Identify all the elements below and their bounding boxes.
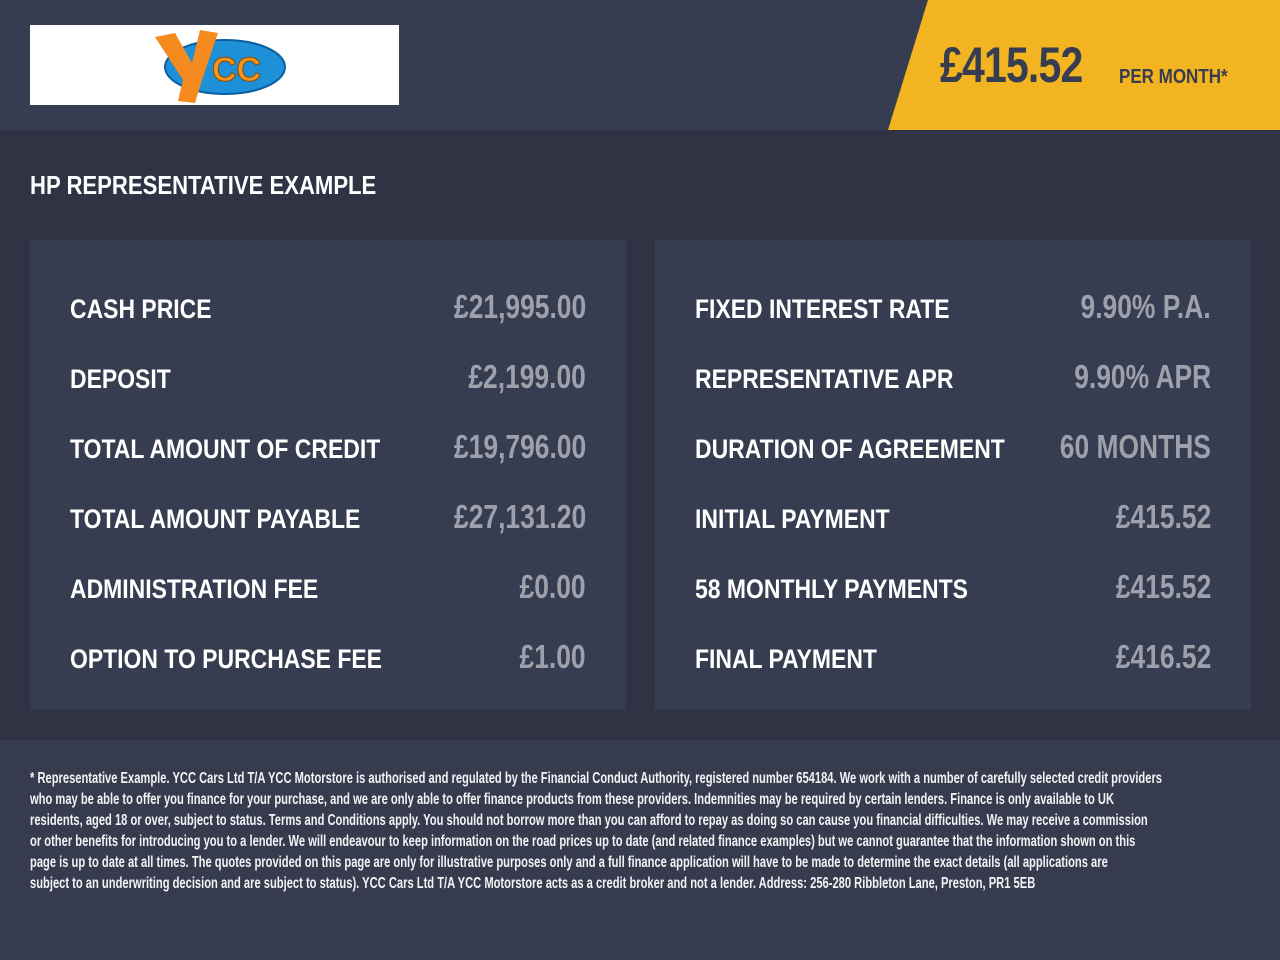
finance-label: FIXED INTEREST RATE xyxy=(695,294,950,324)
disclaimer-line: who may be able to offer you finance for… xyxy=(30,791,1115,808)
finance-value: 9.90% P.A. xyxy=(1080,288,1211,325)
disclaimer-line: or other benefits for introducing you to… xyxy=(30,833,1136,850)
monthly-price-banner: £415.52 PER MONTH* xyxy=(888,0,1280,130)
finance-label: INITIAL PAYMENT xyxy=(695,504,890,534)
finance-row: OPTION TO PURCHASE FEE £1.00 xyxy=(70,638,586,678)
finance-label: FINAL PAYMENT xyxy=(695,644,877,674)
per-month-label: PER MONTH* xyxy=(1119,66,1228,88)
finance-row: DEPOSIT £2,199.00 xyxy=(70,358,586,398)
disclaimer-line: * Representative Example. YCC Cars Ltd T… xyxy=(30,770,1162,787)
finance-row: 58 MONTHLY PAYMENTS £415.52 xyxy=(695,568,1211,608)
finance-row: TOTAL AMOUNT PAYABLE £27,131.20 xyxy=(70,498,586,538)
finance-label: OPTION TO PURCHASE FEE xyxy=(70,644,382,674)
svg-text:CC: CC xyxy=(212,51,261,89)
finance-value: £0.00 xyxy=(519,568,586,605)
finance-label: DEPOSIT xyxy=(70,364,171,394)
monthly-price: £415.52 xyxy=(940,37,1083,93)
finance-value: 9.90% APR xyxy=(1074,358,1211,395)
finance-row: FINAL PAYMENT £416.52 xyxy=(695,638,1211,678)
finance-row: TOTAL AMOUNT OF CREDIT £19,796.00 xyxy=(70,428,586,468)
finance-label: REPRESENTATIVE APR xyxy=(695,364,954,394)
finance-value: £415.52 xyxy=(1115,568,1211,605)
disclaimer-line: page is up to date at all times. The quo… xyxy=(30,854,1108,871)
finance-value: £416.52 xyxy=(1115,638,1211,675)
finance-value: £19,796.00 xyxy=(453,428,586,465)
ycc-logo[interactable]: CC xyxy=(30,25,399,105)
finance-row: DURATION OF AGREEMENT 60 MONTHS xyxy=(695,428,1211,468)
finance-row: REPRESENTATIVE APR 9.90% APR xyxy=(695,358,1211,398)
finance-label: DURATION OF AGREEMENT xyxy=(695,434,1005,464)
header: CC £415.52 PER MONTH* xyxy=(0,0,1280,130)
disclaimer: * Representative Example. YCC Cars Ltd T… xyxy=(0,740,1280,960)
finance-value: £2,199.00 xyxy=(468,358,586,395)
finance-value: 60 MONTHS xyxy=(1059,428,1211,465)
finance-label: 58 MONTHLY PAYMENTS xyxy=(695,574,968,604)
finance-row: ADMINISTRATION FEE £0.00 xyxy=(70,568,586,608)
finance-value: £415.52 xyxy=(1115,498,1211,535)
finance-row: CASH PRICE £21,995.00 xyxy=(70,288,586,328)
page-title: HP REPRESENTATIVE EXAMPLE xyxy=(30,170,377,200)
finance-row: INITIAL PAYMENT £415.52 xyxy=(695,498,1211,538)
finance-panel-right: FIXED INTEREST RATE 9.90% P.A. REPRESENTAT… xyxy=(655,240,1251,710)
finance-value: £21,995.00 xyxy=(453,288,586,325)
ycc-logo-icon: CC xyxy=(155,30,286,103)
finance-value: £27,131.20 xyxy=(453,498,586,535)
finance-label: TOTAL AMOUNT PAYABLE xyxy=(70,504,361,534)
disclaimer-line: residents, aged 18 or over, subject to s… xyxy=(30,812,1148,829)
finance-value: £1.00 xyxy=(519,638,586,675)
finance-label: ADMINISTRATION FEE xyxy=(70,574,319,604)
finance-panel-left: CASH PRICE £21,995.00 DEPOSIT £2,199.00 TOTA… xyxy=(30,240,626,710)
disclaimer-line: subject to an underwriting decision and … xyxy=(30,875,1036,892)
finance-label: TOTAL AMOUNT OF CREDIT xyxy=(70,434,381,464)
finance-row: FIXED INTEREST RATE 9.90% P.A. xyxy=(695,288,1211,328)
finance-label: CASH PRICE xyxy=(70,294,212,324)
